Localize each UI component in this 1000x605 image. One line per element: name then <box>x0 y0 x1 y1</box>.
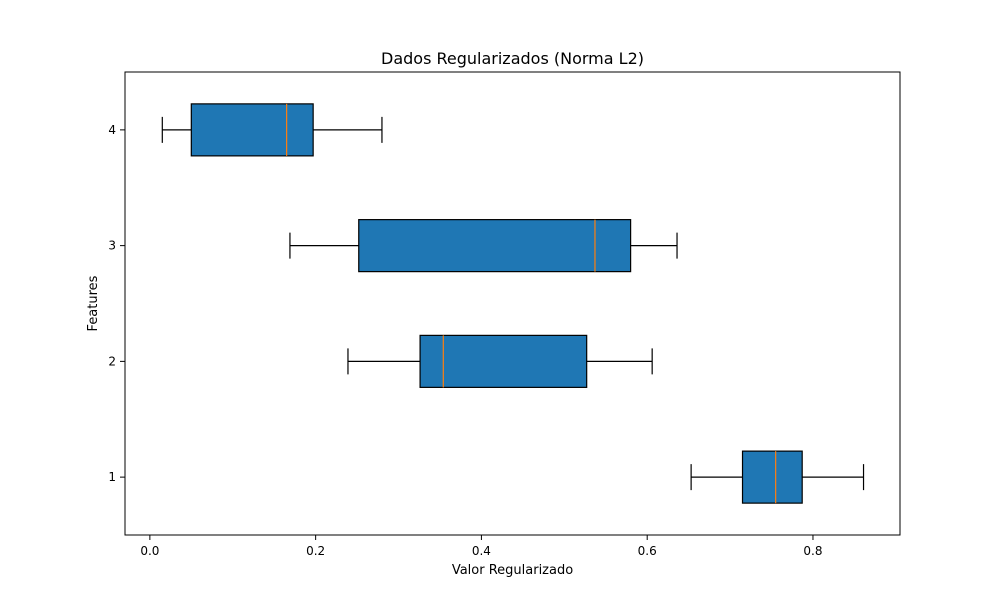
plot-frame <box>124 71 901 536</box>
y-tick-label: 4 <box>108 123 116 137</box>
box-group-1 <box>690 450 865 504</box>
box-4 <box>190 103 314 157</box>
y-axis: 1 2 3 4 <box>108 123 125 484</box>
x-axis: 0.0 0.2 0.4 0.6 0.8 <box>140 535 823 558</box>
chart-title: Dados Regularizados (Norma L2) <box>381 49 644 68</box>
boxes-layer <box>161 103 865 504</box>
box-1 <box>741 450 803 504</box>
x-tick-label: 0.8 <box>803 544 822 558</box>
box-group-3 <box>289 219 678 273</box>
box-group-4 <box>161 103 383 157</box>
x-tick-label: 0.6 <box>638 544 657 558</box>
y-tick-label: 2 <box>108 354 116 368</box>
y-tick-label: 3 <box>108 239 116 253</box>
y-tick-label: 1 <box>108 470 116 484</box>
box-2 <box>419 334 588 388</box>
x-tick-label: 0.0 <box>140 544 159 558</box>
x-tick-label: 0.2 <box>306 544 325 558</box>
x-tick-label: 0.4 <box>472 544 491 558</box>
box-group-2 <box>347 334 653 388</box>
x-axis-label: Valor Regularizado <box>452 563 573 578</box>
box-3 <box>358 219 632 273</box>
y-axis-label: Features <box>86 275 101 331</box>
